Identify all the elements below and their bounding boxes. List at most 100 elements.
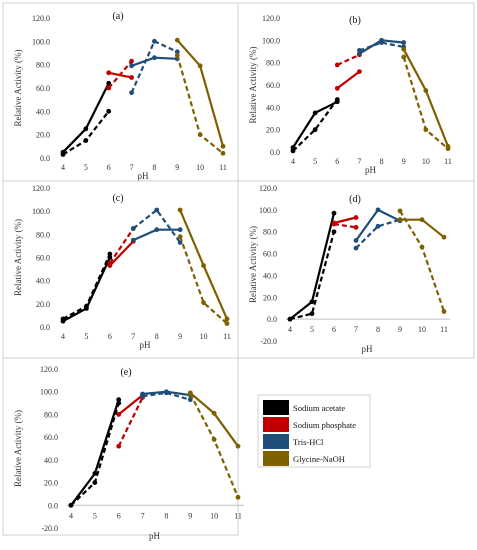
y-tick-label: 120.0 [40, 365, 58, 374]
x-tick-label: 4 [288, 325, 292, 334]
x-tick-label: 10 [200, 332, 208, 341]
series-line [333, 216, 357, 225]
data-point [154, 207, 160, 213]
series-glycine-naoh-solid [401, 46, 451, 149]
y-tick-label: 80.0 [36, 230, 50, 239]
data-point [224, 321, 230, 326]
y-tick-label: 120.0 [32, 184, 50, 193]
data-point [423, 127, 429, 133]
x-tick-label: 5 [84, 163, 88, 172]
y-tick-label: 100.0 [259, 206, 277, 215]
y-tick-label: 0.0 [40, 323, 50, 332]
series-line [336, 53, 360, 66]
series-line [132, 208, 181, 244]
series-line [108, 227, 135, 264]
y-tick-label: 0.0 [267, 315, 277, 324]
series-line [107, 60, 133, 89]
y-tick-label: 80.0 [36, 61, 50, 70]
x-tick-label: 10 [210, 511, 218, 520]
x-tick-label: 4 [61, 332, 65, 341]
x-axis-title: pH [365, 165, 377, 175]
series-line [179, 236, 228, 325]
y-axis-title: Relative Activity (%) [13, 219, 23, 296]
x-tick-label: 5 [313, 157, 317, 166]
data-point [152, 38, 157, 44]
y-tick-label: 40.0 [44, 456, 58, 465]
x-tick-label: 6 [117, 511, 121, 520]
x-tick-label: 10 [418, 325, 426, 334]
series-sodium-acetate-solid [60, 80, 112, 155]
series-glycine-naoh-solid [177, 207, 230, 322]
series-sodium-phosphate-dashed [107, 226, 136, 266]
y-tick-label: 80.0 [266, 59, 280, 68]
panel-b: 0.0 20.0 40.0 60.0 80.0 100.0 120.0 4 5 6 7 8 9 10 11 p… [237, 2, 475, 182]
data-point [441, 234, 447, 240]
data-point [106, 70, 112, 76]
data-point [397, 217, 403, 223]
y-tick-label: 40.0 [263, 271, 277, 280]
x-tick-label: 4 [61, 163, 65, 172]
y-tick-label: 60.0 [36, 84, 50, 93]
x-tick-label: 7 [131, 332, 135, 341]
data-point [106, 80, 112, 86]
y-tick-label: 0.0 [48, 501, 58, 510]
series-line [109, 240, 135, 267]
data-point [357, 47, 362, 53]
data-point [397, 208, 403, 214]
data-point [312, 127, 318, 133]
y-tick-label: 20.0 [263, 293, 277, 302]
data-point [174, 52, 180, 58]
data-point [309, 311, 315, 317]
data-point [164, 390, 169, 396]
data-point [401, 40, 407, 45]
y-axis-title: Relative Activity (%) [13, 50, 23, 127]
series-sodium-phosphate-solid [334, 69, 362, 91]
data-point [83, 138, 89, 143]
data-point [331, 221, 337, 227]
data-point [312, 110, 318, 116]
y-tick-label: 20.0 [36, 300, 50, 309]
series-line [62, 110, 110, 156]
y-axis-title: Relative Activity (%) [13, 410, 23, 487]
y-tick-label: 100.0 [262, 36, 280, 45]
series-line [333, 223, 357, 229]
data-point [419, 244, 425, 250]
data-point [116, 397, 122, 403]
x-tick-label: 11 [234, 511, 242, 520]
y-tick-label: -20.0 [41, 524, 58, 533]
series-sodium-phosphate-dashed [331, 221, 359, 230]
series-line [399, 210, 446, 312]
x-tick-label: 11 [440, 325, 448, 334]
data-point [331, 229, 337, 235]
data-point [116, 400, 122, 406]
series-tris-hcl-solid [129, 55, 180, 69]
x-tick-label: 6 [108, 332, 112, 341]
series-line [130, 39, 178, 94]
data-point [423, 88, 429, 93]
x-tick-label: 7 [354, 325, 358, 334]
panel-c: 0.0 20.0 40.0 60.0 80.0 100.0 120.0 4 5 6 7 8 9 10 11 p… [2, 180, 239, 359]
data-point [445, 146, 451, 152]
series-line [70, 399, 120, 506]
legend-label: Sodium phosphate [293, 420, 356, 430]
data-point [353, 215, 359, 220]
x-tick-label: 9 [175, 163, 179, 172]
series-line [62, 257, 111, 323]
series-tris-hcl-dashed [140, 390, 193, 403]
data-point [224, 316, 230, 322]
data-point [177, 227, 183, 233]
x-axis-title: pH [140, 340, 152, 350]
x-tick-label: 8 [376, 325, 380, 334]
y-tick-label: 60.0 [44, 433, 58, 442]
series-sodium-acetate-dashed [60, 108, 112, 157]
data-point [375, 207, 381, 213]
x-tick-label: 8 [152, 163, 156, 172]
y-tick-label: 40.0 [266, 103, 280, 112]
y-tick-label: 20.0 [44, 479, 58, 488]
legend-swatch [263, 451, 289, 466]
data-point [177, 207, 183, 213]
data-point [106, 85, 112, 91]
series-glycine-naoh-solid [174, 37, 226, 149]
x-tick-label: 8 [155, 332, 159, 341]
x-tick-label: 11 [223, 332, 231, 341]
